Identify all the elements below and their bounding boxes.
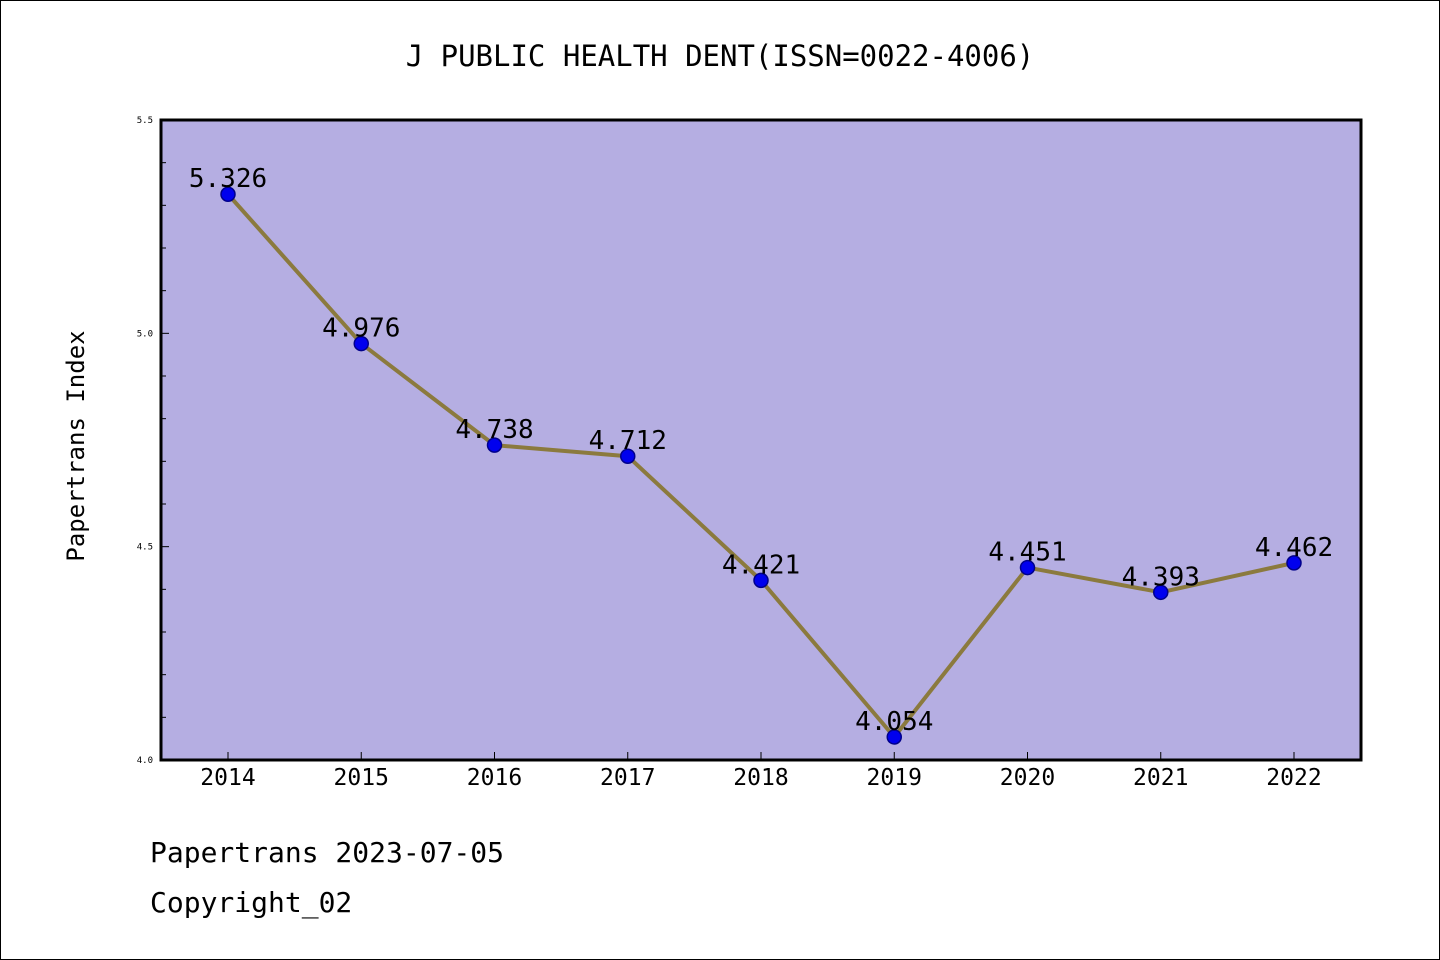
x-axis-ticks: 2014 2015 2016 2017 2018 2019 2020 2021 2022 <box>200 752 1322 791</box>
data-label: 5.326 <box>189 164 267 194</box>
data-point <box>486 437 503 453</box>
data-label: 4.738 <box>455 415 533 445</box>
data-label: 4.054 <box>855 707 933 737</box>
x-tick-label: 2017 <box>600 765 655 791</box>
x-tick-label: 2022 <box>1266 765 1321 791</box>
data-label: 4.451 <box>988 538 1066 568</box>
data-point <box>1286 555 1302 571</box>
y-tick-label: 5.5 <box>137 116 153 126</box>
footer-copyright-text: Copyright_02 <box>150 886 353 919</box>
footer-date-text: Papertrans 2023-07-05 <box>150 836 505 869</box>
data-label: 4.421 <box>722 550 800 580</box>
data-point <box>1153 584 1169 601</box>
data-label: 4.976 <box>322 314 400 344</box>
y-tick-label: 5.0 <box>137 329 153 339</box>
data-point <box>886 729 902 745</box>
data-label: 4.712 <box>589 426 667 456</box>
data-point <box>620 448 636 464</box>
series-group: 5.326 4.976 4.738 4.712 4.421 4.054 4.451 4.393… <box>189 164 1333 745</box>
x-tick-label: 2016 <box>467 765 522 791</box>
x-tick-label: 2018 <box>733 765 788 791</box>
x-tick-label: 2014 <box>200 765 255 791</box>
data-point <box>1019 559 1036 576</box>
data-label: 4.393 <box>1122 562 1200 592</box>
y-tick-label: 4.5 <box>137 543 153 553</box>
y-axis-ticks: 4.0 4.5 5.0 5.5 <box>137 116 169 766</box>
y-axis-label: Papertrans Index <box>62 330 90 561</box>
data-point <box>753 572 769 589</box>
chart-title: J PUBLIC HEALTH DENT(ISSN=0022-4006) <box>406 39 1035 73</box>
x-tick-label: 2020 <box>1000 765 1055 791</box>
data-point <box>220 186 236 202</box>
plot-area <box>159 118 1363 762</box>
x-tick-label: 2015 <box>334 765 389 791</box>
x-tick-label: 2021 <box>1133 765 1188 791</box>
data-label: 4.462 <box>1255 533 1333 563</box>
data-point <box>353 335 369 352</box>
x-tick-label: 2019 <box>867 765 922 791</box>
y-tick-label: 4.0 <box>137 756 153 766</box>
